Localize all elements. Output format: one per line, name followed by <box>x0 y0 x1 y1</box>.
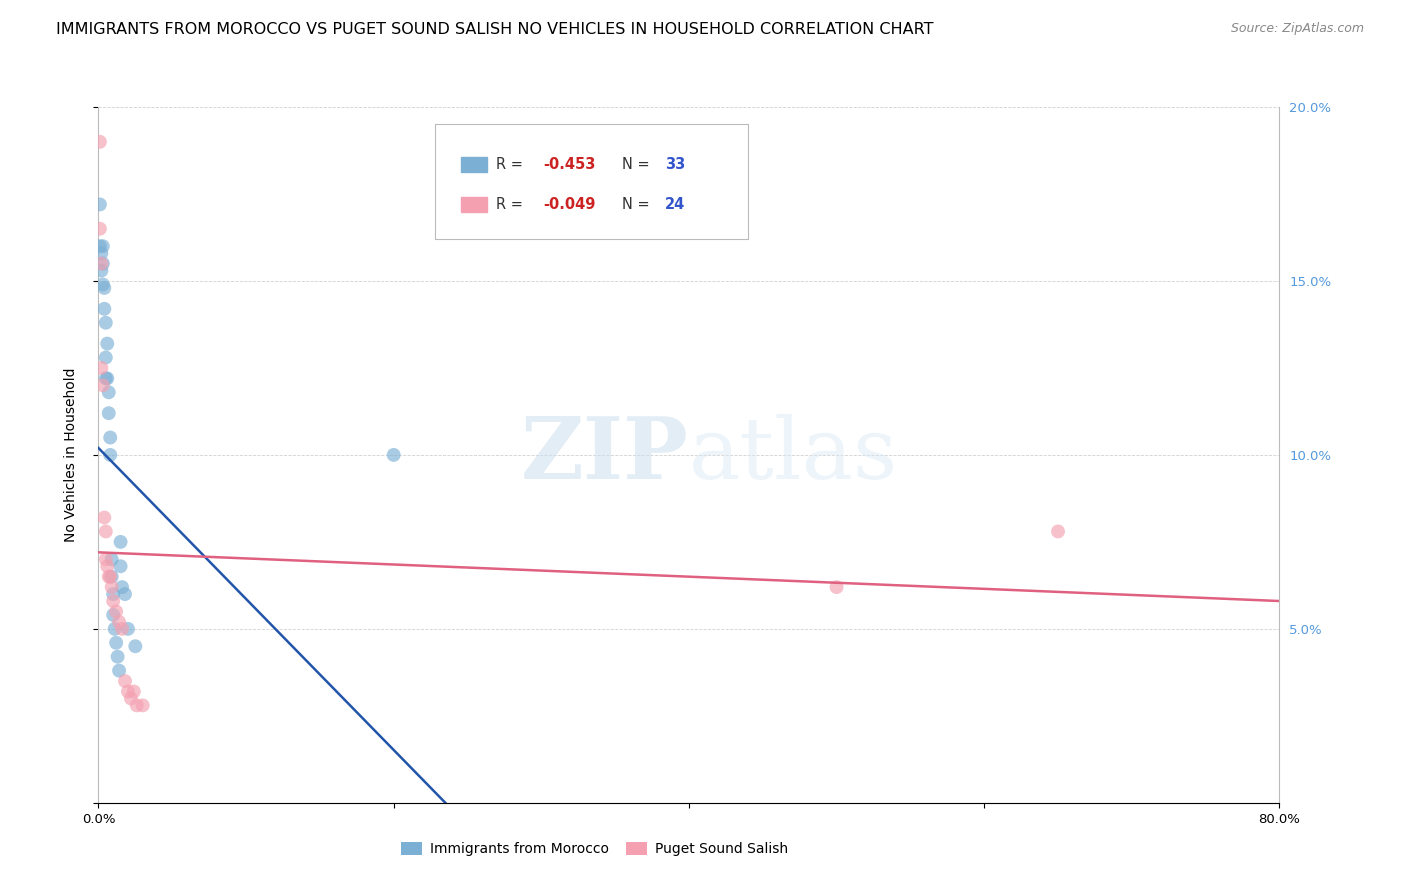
Point <box>89 135 111 149</box>
Point <box>125 698 148 713</box>
Point <box>93 301 115 316</box>
Point <box>91 256 114 270</box>
Point <box>1046 524 1069 539</box>
Text: IMMIGRANTS FROM MOROCCO VS PUGET SOUND SALISH NO VEHICLES IN HOUSEHOLD CORRELATI: IMMIGRANTS FROM MOROCCO VS PUGET SOUND S… <box>56 22 934 37</box>
Point <box>96 559 118 574</box>
Point <box>382 448 405 462</box>
Text: 24: 24 <box>665 197 686 212</box>
Point <box>108 664 131 678</box>
Point <box>94 371 117 385</box>
Point <box>104 622 127 636</box>
Point <box>117 684 139 698</box>
Point <box>105 636 128 650</box>
Point <box>97 385 120 400</box>
Text: 33: 33 <box>665 157 686 172</box>
Point <box>98 431 121 445</box>
Point <box>108 615 131 629</box>
Point <box>114 587 136 601</box>
Bar <box>461 197 486 212</box>
Point <box>90 263 112 277</box>
Y-axis label: No Vehicles in Household: No Vehicles in Household <box>63 368 77 542</box>
Text: atlas: atlas <box>689 413 898 497</box>
Text: Source: ZipAtlas.com: Source: ZipAtlas.com <box>1230 22 1364 36</box>
Point <box>97 570 120 584</box>
Point <box>120 691 142 706</box>
Point <box>91 277 114 292</box>
Point <box>90 360 112 375</box>
Point <box>103 594 125 608</box>
Legend: Immigrants from Morocco, Puget Sound Salish: Immigrants from Morocco, Puget Sound Sal… <box>395 837 793 862</box>
FancyBboxPatch shape <box>434 125 748 239</box>
Point <box>98 570 121 584</box>
Point <box>825 580 848 594</box>
Point <box>103 587 125 601</box>
Text: N =: N = <box>621 197 654 212</box>
Point <box>90 246 112 260</box>
Point <box>93 281 115 295</box>
Point <box>89 239 111 253</box>
Point <box>132 698 155 713</box>
Text: R =: R = <box>496 157 527 172</box>
Point <box>110 534 132 549</box>
Point <box>96 371 118 385</box>
Text: -0.049: -0.049 <box>544 197 596 212</box>
Text: ZIP: ZIP <box>522 413 689 497</box>
Point <box>105 605 128 619</box>
Point <box>94 524 117 539</box>
Point <box>96 336 118 351</box>
Point <box>100 552 122 566</box>
Point <box>90 256 112 270</box>
Point <box>94 351 117 365</box>
Point <box>93 510 115 524</box>
Point <box>111 580 134 594</box>
Point <box>103 607 125 622</box>
Point <box>97 406 120 420</box>
Point <box>98 448 121 462</box>
Point <box>94 316 117 330</box>
Point <box>100 580 122 594</box>
Point <box>107 649 129 664</box>
Point <box>124 639 146 653</box>
Point <box>91 239 114 253</box>
Point <box>114 674 136 689</box>
Point <box>117 622 139 636</box>
Point <box>110 559 132 574</box>
Point <box>91 378 114 392</box>
Bar <box>461 157 486 172</box>
Point <box>111 622 134 636</box>
Text: N =: N = <box>621 157 654 172</box>
Point <box>122 684 145 698</box>
Text: R =: R = <box>496 197 527 212</box>
Point <box>100 570 122 584</box>
Point <box>89 197 111 211</box>
Point <box>94 552 117 566</box>
Point <box>89 221 111 235</box>
Text: -0.453: -0.453 <box>544 157 596 172</box>
